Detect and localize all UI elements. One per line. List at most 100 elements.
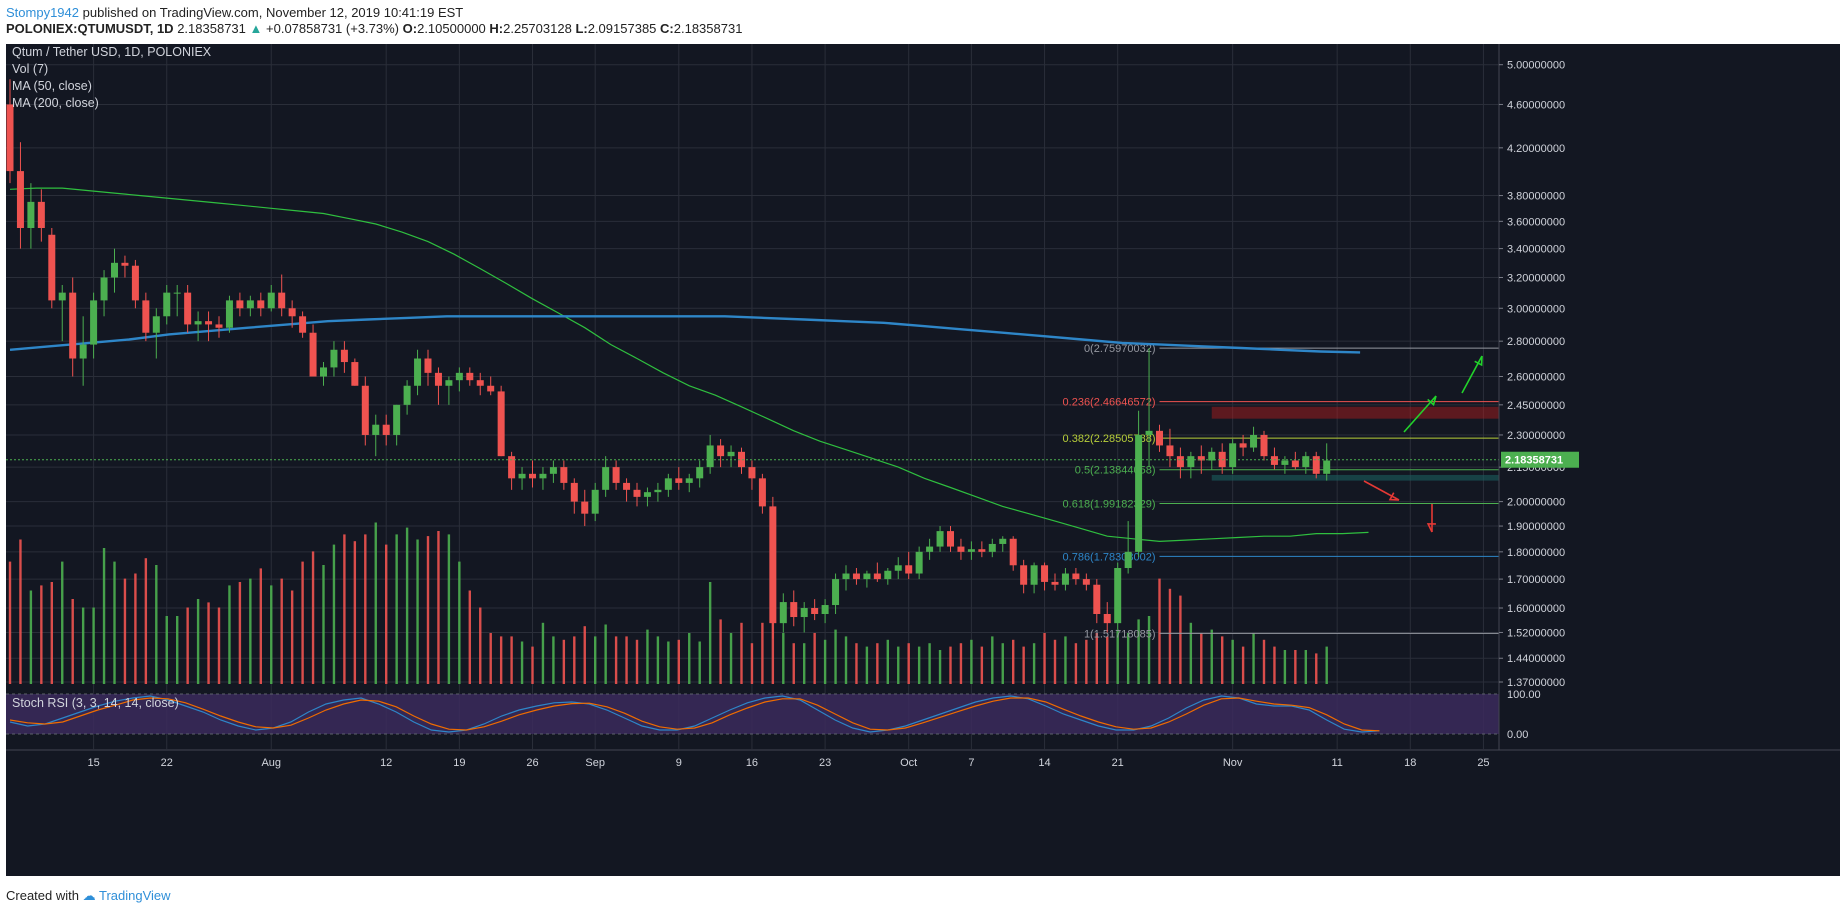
price-tick-label: 1.52000000: [1507, 627, 1565, 639]
time-tick-label: 14: [1038, 757, 1050, 769]
price-tick-label: 1.90000000: [1507, 521, 1565, 533]
candle-body: [1260, 434, 1268, 457]
candle-body: [988, 543, 996, 552]
price-tick-label: 3.60000000: [1507, 216, 1565, 228]
candle-body: [1323, 460, 1331, 474]
volume-bar: [61, 561, 64, 684]
volume-bar: [322, 565, 325, 684]
candle-body: [414, 358, 422, 386]
author-link[interactable]: Stompy1942: [6, 5, 79, 20]
candle-body: [1291, 460, 1299, 468]
volume-bar: [1064, 636, 1067, 684]
low-value: 2.09157385: [587, 21, 657, 36]
volume-bar: [1095, 633, 1098, 684]
candle-body: [696, 467, 704, 479]
candle-body: [163, 292, 171, 317]
candle-body: [100, 277, 108, 301]
publish-header: Stompy1942 published on TradingView.com,…: [6, 4, 463, 22]
candlesticks: [6, 79, 1499, 639]
volume-bar: [761, 622, 764, 684]
volume-bar: [426, 536, 430, 684]
candle-body: [340, 349, 348, 363]
stoch-k-line: [9, 695, 1380, 733]
candle-body: [131, 265, 139, 301]
created-with-label: Created with: [6, 888, 79, 903]
candle-body: [37, 201, 45, 229]
volume-bar: [1137, 619, 1140, 684]
stoch-tick-label: 0.00: [1507, 729, 1528, 741]
ma200-line: [9, 315, 1361, 354]
time-tick-label: 12: [380, 757, 392, 769]
candle-body: [288, 308, 296, 317]
volume-bar: [1022, 646, 1025, 684]
volume-bar: [290, 590, 294, 684]
trend-arrows[interactable]: [1363, 355, 1483, 533]
volume-bar: [374, 522, 377, 684]
candle-body: [487, 385, 495, 392]
volume-bar: [510, 636, 513, 684]
price-tick-label: 1.80000000: [1507, 547, 1565, 559]
volume-bar: [176, 616, 179, 684]
volume-bar: [1273, 646, 1276, 684]
volume-bar: [531, 646, 534, 684]
time-axis[interactable]: 15 22 Aug 12 19 26 Sep 9 16 23 Oct 7 14 21 Nov 11 18 25: [6, 749, 1840, 776]
volume-bar: [1262, 639, 1266, 684]
up-arrow-icon: [1461, 355, 1483, 394]
time-tick-label: Sep: [585, 757, 605, 769]
tradingview-logo-icon: ☁: [82, 888, 96, 903]
price-change: +0.07858731 (+3.73%): [266, 21, 400, 36]
price-tick-label: 3.00000000: [1507, 303, 1565, 315]
volume-bar: [1116, 629, 1119, 684]
volume-bar: [81, 607, 85, 684]
open-label: O:: [402, 21, 418, 36]
change-arrow-icon: ▲: [249, 21, 263, 36]
volume-bar: [1294, 650, 1297, 684]
time-tick-label: Aug: [261, 757, 281, 769]
candle-body: [424, 358, 432, 373]
candle-body: [205, 321, 213, 325]
candle-body: [915, 551, 923, 574]
candle-body: [69, 292, 77, 359]
time-tick-label: Nov: [1223, 757, 1243, 769]
volume-bar: [970, 639, 973, 684]
candle-body: [173, 292, 181, 294]
price-tick-label: 1.70000000: [1507, 574, 1565, 586]
volume-bar: [499, 636, 503, 684]
candle-body: [905, 565, 913, 574]
time-axis-bg: [6, 750, 1840, 776]
volume-bar: [1189, 622, 1193, 684]
candle-body: [1093, 584, 1101, 614]
stoch-rsi-pane: [6, 693, 1499, 735]
current-price: 2.18358731: [177, 21, 246, 36]
volume-bar: [1241, 646, 1245, 684]
volume-bar: [667, 641, 670, 684]
volume-bar: [520, 641, 524, 684]
price-tick-label: 1.60000000: [1507, 603, 1565, 615]
legend-ma50: MA (50, close): [12, 79, 92, 93]
volume-bar: [385, 544, 388, 684]
volume-bar: [301, 561, 304, 684]
volume-bar: [1085, 639, 1088, 684]
candle-body: [309, 332, 317, 377]
candle-body: [602, 467, 610, 490]
price-chart[interactable]: 0(2.75970032) 0.236(2.46646572) 0.382(2.28…: [6, 44, 1840, 876]
volume-bar: [823, 639, 827, 684]
volume-bar: [740, 622, 743, 684]
volume-bar: [207, 602, 210, 684]
candle-body: [1082, 579, 1090, 585]
candle-body: [612, 467, 620, 483]
fib-level-label: 0.382(2.28505788): [1063, 433, 1156, 445]
volume-bar: [238, 582, 242, 684]
volume-bar: [395, 534, 398, 684]
chart-area[interactable]: 0(2.75970032) 0.236(2.46646572) 0.382(2.28…: [6, 44, 1840, 876]
volume-bar: [353, 541, 357, 684]
volume-bar: [688, 633, 691, 684]
candle-body: [769, 506, 777, 624]
price-tick-label: 3.20000000: [1507, 272, 1565, 284]
price-tick-label: 2.60000000: [1507, 372, 1565, 384]
candle-body: [978, 549, 986, 552]
stoch-band: [6, 694, 1499, 734]
tradingview-link[interactable]: TradingView: [99, 888, 171, 903]
price-axis[interactable]: 5.00000000 4.60000000 4.20000000 3.80000000…: [1498, 44, 1840, 750]
price-tick-label: 3.40000000: [1507, 244, 1565, 256]
